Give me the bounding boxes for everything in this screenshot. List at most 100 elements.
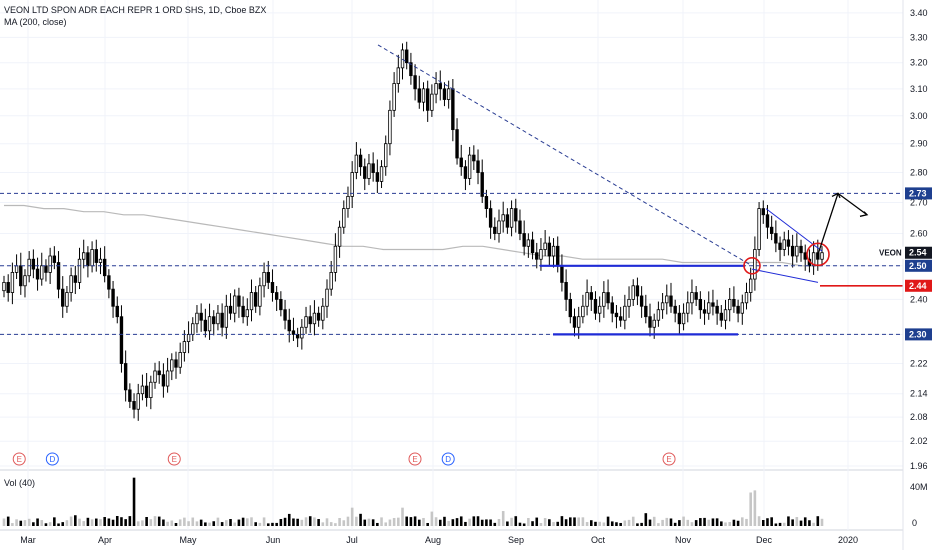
candle-body — [316, 312, 321, 321]
ma-200-line — [4, 204, 822, 267]
candle-body — [472, 154, 476, 162]
volume-bar — [287, 513, 291, 526]
volume-bar — [90, 519, 94, 526]
candle-body — [65, 292, 69, 307]
earnings-event-marker[interactable]: E — [12, 452, 26, 466]
candle — [530, 231, 535, 260]
volume-bar — [162, 519, 165, 526]
candle-body — [337, 226, 342, 247]
volume-bar — [443, 516, 446, 526]
time-tick-label: Jun — [266, 535, 281, 545]
candle — [304, 306, 308, 334]
volume-bar — [476, 516, 480, 526]
candle-body — [220, 312, 224, 328]
candle-body — [61, 288, 65, 307]
event-circle — [167, 452, 181, 466]
volume-bar — [212, 521, 216, 526]
candle-body — [48, 255, 52, 273]
candle-body — [367, 163, 371, 179]
volume-bar — [531, 521, 534, 526]
candle — [358, 148, 363, 176]
wedge-lower-line — [751, 268, 819, 283]
volume-bar — [157, 516, 161, 526]
volume-bar — [644, 513, 648, 526]
candle-body — [136, 393, 140, 410]
earnings-event-marker[interactable]: E — [662, 452, 676, 466]
volume-bar — [132, 477, 136, 526]
candle-body — [493, 226, 497, 234]
earnings-event-marker[interactable]: E — [408, 452, 422, 466]
candle-body — [799, 245, 803, 254]
candle — [769, 215, 774, 241]
candle — [228, 293, 233, 320]
candle-body — [530, 239, 535, 254]
candle-body — [585, 292, 589, 307]
dividend-event-marker[interactable]: D — [45, 452, 59, 466]
time-tick-label: Sep — [508, 535, 524, 545]
candle — [669, 282, 673, 313]
candle — [245, 298, 249, 326]
candle-body — [702, 309, 707, 314]
candle-body — [803, 252, 807, 260]
candle — [144, 373, 149, 407]
candle — [191, 317, 195, 342]
candle-body — [98, 258, 103, 263]
candle — [476, 149, 480, 185]
earnings-event-marker[interactable]: E — [167, 452, 181, 466]
volume-bar — [6, 516, 10, 526]
candle — [421, 82, 426, 112]
retest-circle — [806, 242, 830, 267]
candle-body — [677, 312, 682, 325]
candle-body — [572, 316, 577, 328]
volume-bars — [2, 477, 824, 526]
ma-legend[interactable]: MA (200, close) — [4, 17, 67, 27]
candle-body — [484, 196, 489, 209]
candle-body — [212, 316, 216, 325]
candle — [262, 262, 266, 298]
volume-bar — [338, 517, 341, 526]
candle-body — [35, 268, 40, 280]
candle-body — [86, 252, 90, 267]
candle-body — [610, 302, 614, 314]
volume-bar — [489, 519, 492, 526]
volume-bar — [711, 518, 715, 526]
candle — [233, 289, 237, 323]
candle-body — [744, 292, 749, 304]
volume-bar — [506, 521, 509, 526]
candle — [572, 308, 577, 337]
candle-body — [723, 309, 728, 321]
candle — [509, 200, 514, 237]
time-axis[interactable]: Mar Apr May Jun Jul Aug Sep Oct Nov Dec 2020 — [20, 535, 858, 545]
event-circle — [441, 452, 455, 466]
candle-body — [757, 208, 761, 250]
volume-legend[interactable]: Vol (40) — [4, 478, 36, 488]
candle-body — [463, 166, 468, 179]
volume-bar — [724, 522, 727, 526]
candle — [694, 285, 698, 306]
candle — [484, 189, 489, 218]
candle-body — [23, 275, 27, 287]
candle-body — [233, 295, 237, 314]
price-badge-value: 2.50 — [909, 261, 927, 271]
candle-body — [488, 208, 493, 228]
time-tick-label: Oct — [591, 535, 606, 545]
candle-body — [73, 275, 78, 283]
candle-body — [551, 245, 556, 257]
candle — [732, 286, 736, 313]
dividend-event-marker[interactable]: D — [441, 452, 455, 466]
volume-bar — [669, 518, 673, 526]
event-label: D — [49, 455, 55, 464]
price-badge: 2.73 — [905, 187, 932, 200]
volume-bar — [602, 522, 606, 526]
chart-drawings[interactable] — [0, 44, 903, 336]
candle-body — [304, 316, 308, 328]
candle — [329, 260, 333, 296]
volume-bar — [99, 519, 102, 526]
volume-bar — [522, 523, 526, 526]
candle — [274, 285, 279, 311]
candle — [425, 80, 430, 122]
price-axis[interactable]: 1.96 2.02 2.08 2.14 2.22 2.30 2.40 2.50 2.60 2.70… — [902, 0, 932, 550]
candle — [82, 239, 86, 269]
